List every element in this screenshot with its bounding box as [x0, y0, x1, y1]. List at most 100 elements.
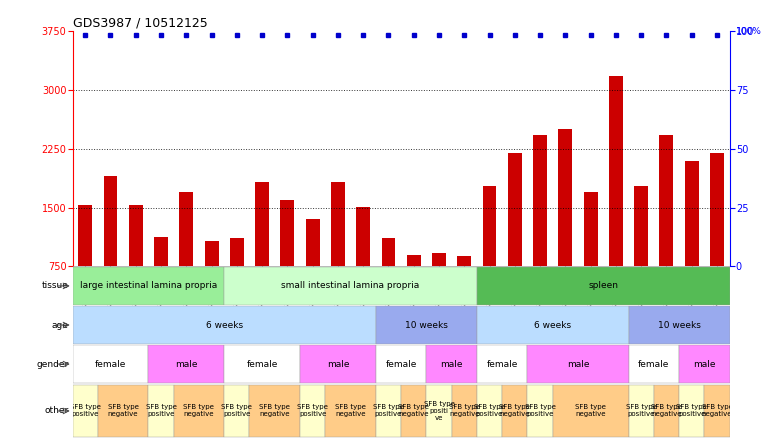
Bar	[98, 385, 148, 437]
Text: male: male	[327, 360, 349, 369]
Bar	[104, 176, 118, 266]
Bar	[306, 219, 319, 266]
Bar	[704, 385, 730, 437]
Bar	[381, 238, 396, 266]
Text: SFB type
negative: SFB type negative	[108, 404, 138, 417]
Bar	[629, 385, 654, 437]
Bar	[224, 267, 477, 305]
Text: SFB type
positive: SFB type positive	[525, 404, 555, 417]
Text: tissue: tissue	[42, 281, 69, 290]
Text: male: male	[175, 360, 198, 369]
Text: SFB type
negative: SFB type negative	[335, 404, 366, 417]
Bar	[685, 161, 698, 266]
Bar	[154, 237, 168, 266]
Text: GDS3987 / 10512125: GDS3987 / 10512125	[73, 17, 207, 30]
Bar	[629, 345, 679, 383]
Text: SFB type
positive: SFB type positive	[373, 404, 404, 417]
Bar	[73, 306, 376, 344]
Text: SFB type
negative: SFB type negative	[398, 404, 429, 417]
Text: male: male	[693, 360, 716, 369]
Bar	[224, 385, 250, 437]
Text: 100%: 100%	[736, 27, 762, 36]
Bar	[629, 306, 730, 344]
Text: 6 weeks: 6 weeks	[534, 321, 571, 329]
Text: female: female	[385, 360, 417, 369]
Text: spleen: spleen	[588, 281, 618, 290]
Text: SFB type
positive: SFB type positive	[676, 404, 707, 417]
Bar	[533, 135, 547, 266]
Text: 10 weeks: 10 weeks	[658, 321, 701, 329]
Text: male: male	[440, 360, 463, 369]
Bar	[609, 76, 623, 266]
Bar	[300, 345, 376, 383]
Bar	[325, 385, 376, 437]
Text: SFB type
negative: SFB type negative	[701, 404, 733, 417]
Bar	[558, 129, 572, 266]
Bar	[452, 385, 477, 437]
Bar	[477, 267, 730, 305]
Bar	[180, 192, 193, 266]
Bar	[432, 253, 446, 266]
Bar	[255, 182, 269, 266]
Text: SFB type
positive: SFB type positive	[70, 404, 101, 417]
Bar	[527, 385, 552, 437]
Bar	[502, 385, 527, 437]
Text: SFB type
negative: SFB type negative	[259, 404, 290, 417]
Text: SFB type
negative: SFB type negative	[575, 404, 606, 417]
Bar	[129, 205, 143, 266]
Bar	[300, 385, 325, 437]
Bar	[376, 345, 426, 383]
Bar	[679, 345, 730, 383]
Text: female: female	[638, 360, 669, 369]
Bar	[224, 345, 300, 383]
Bar	[483, 186, 497, 266]
Bar	[78, 205, 92, 266]
Bar	[73, 345, 148, 383]
Bar	[148, 385, 173, 437]
Bar	[458, 256, 471, 266]
Text: SFB type
positive: SFB type positive	[626, 404, 656, 417]
Text: SFB type
positive: SFB type positive	[474, 404, 505, 417]
Bar	[477, 306, 629, 344]
Bar	[634, 186, 648, 266]
Text: age: age	[52, 321, 69, 329]
Text: 10 weeks: 10 weeks	[405, 321, 448, 329]
Text: female: female	[247, 360, 278, 369]
Bar	[710, 153, 724, 266]
Bar	[230, 238, 244, 266]
Bar	[508, 153, 522, 266]
Text: SFB type
negative: SFB type negative	[500, 404, 530, 417]
Bar	[477, 345, 527, 383]
Bar	[73, 267, 224, 305]
Bar	[173, 385, 224, 437]
Bar	[401, 385, 426, 437]
Text: female: female	[95, 360, 126, 369]
Bar	[527, 345, 629, 383]
Bar	[376, 385, 401, 437]
Text: large intestinal lamina propria: large intestinal lamina propria	[79, 281, 217, 290]
Bar	[376, 306, 477, 344]
Text: SFB type
positive: SFB type positive	[297, 404, 328, 417]
Text: male: male	[567, 360, 589, 369]
Text: SFB type
negative: SFB type negative	[651, 404, 682, 417]
Bar	[426, 385, 452, 437]
Text: small intestinal lamina propria: small intestinal lamina propria	[281, 281, 419, 290]
Bar	[426, 345, 477, 383]
Bar	[477, 385, 502, 437]
Bar	[148, 345, 224, 383]
Text: SFB type
positive: SFB type positive	[222, 404, 252, 417]
Bar	[356, 207, 370, 266]
Text: SFB type
positive: SFB type positive	[146, 404, 176, 417]
Text: female: female	[487, 360, 518, 369]
Bar	[654, 385, 679, 437]
Bar	[331, 182, 345, 266]
Text: 6 weeks: 6 weeks	[206, 321, 243, 329]
Text: gender: gender	[37, 360, 69, 369]
Bar	[73, 385, 98, 437]
Text: SFB type
negative: SFB type negative	[448, 404, 480, 417]
Bar	[552, 385, 629, 437]
Bar	[205, 241, 219, 266]
Text: SFB type
positi
ve: SFB type positi ve	[423, 401, 455, 421]
Bar	[659, 135, 673, 266]
Bar	[679, 385, 704, 437]
